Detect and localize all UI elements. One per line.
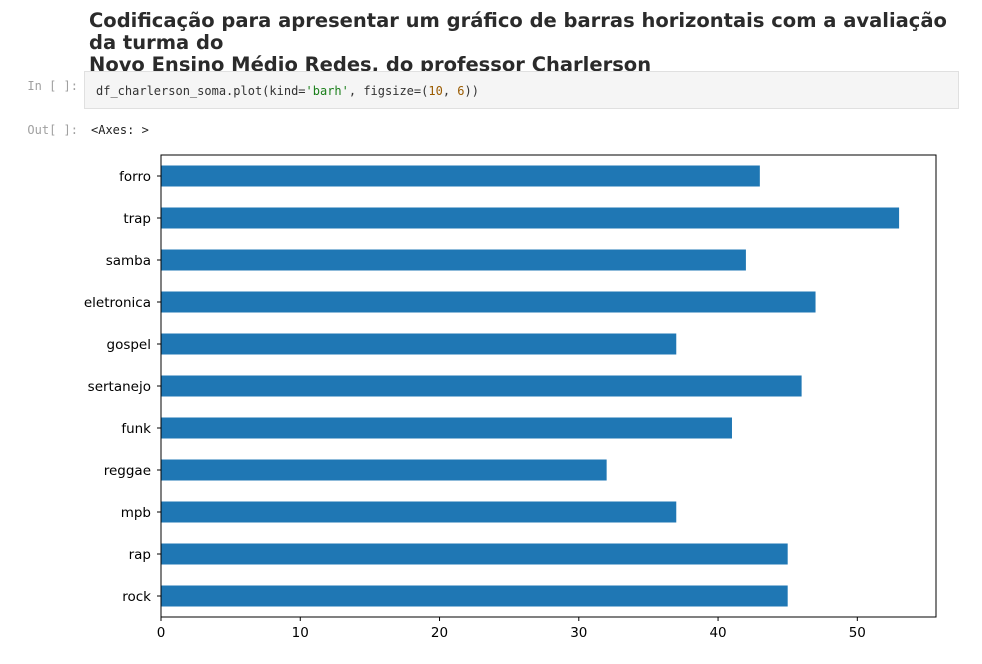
output-text: <Axes: > bbox=[91, 123, 149, 137]
y-tick-label-samba: samba bbox=[106, 253, 151, 269]
code-string-token: 'barh' bbox=[305, 84, 349, 98]
markdown-heading: Codificação para apresentar um gráfico d… bbox=[89, 10, 949, 76]
input-prompt: In [ ]: bbox=[27, 79, 78, 93]
y-tick-label-forro: forro bbox=[119, 169, 151, 185]
code-token: )) bbox=[464, 84, 479, 98]
output-prompt: Out[ ]: bbox=[27, 123, 78, 137]
y-tick-label-trap: trap bbox=[123, 211, 151, 227]
bar-samba bbox=[161, 249, 746, 271]
bar-reggae bbox=[161, 459, 607, 481]
y-tick-label-mpb: mpb bbox=[121, 505, 151, 521]
code-line[interactable]: df_charlerson_soma.plot(kind='barh', fig… bbox=[96, 84, 479, 98]
heading-line-1: Codificação para apresentar um gráfico d… bbox=[89, 9, 947, 54]
code-number-token: 10 bbox=[428, 84, 443, 98]
x-tick-label-50: 50 bbox=[849, 625, 866, 641]
y-tick-label-rap: rap bbox=[129, 547, 151, 563]
code-token: , figsize=( bbox=[348, 84, 429, 98]
code-number-token: 6 bbox=[457, 84, 465, 98]
y-tick-label-sertanejo: sertanejo bbox=[88, 379, 151, 395]
y-tick-label-eletronica: eletronica bbox=[84, 295, 151, 311]
x-tick-label-0: 0 bbox=[157, 625, 166, 641]
y-tick-label-reggae: reggae bbox=[104, 463, 151, 479]
code-cell-editor[interactable]: df_charlerson_soma.plot(kind='barh', fig… bbox=[84, 71, 959, 109]
bar-gospel bbox=[161, 333, 677, 355]
bar-eletronica bbox=[161, 291, 816, 313]
bar-sertanejo bbox=[161, 375, 802, 397]
bar-funk bbox=[161, 417, 732, 439]
x-tick-label-10: 10 bbox=[292, 625, 309, 641]
y-tick-label-funk: funk bbox=[121, 421, 151, 437]
y-tick-label-rock: rock bbox=[122, 589, 151, 605]
bar-forro bbox=[161, 165, 760, 187]
x-tick-label-40: 40 bbox=[709, 625, 726, 641]
plot-frame bbox=[160, 154, 937, 618]
bar-rap bbox=[161, 543, 788, 565]
bar-trap bbox=[161, 207, 900, 229]
heading-line-2: Novo Ensino Médio Redes, do professor Ch… bbox=[89, 53, 652, 76]
bar-mpb bbox=[161, 501, 677, 523]
code-token: df_charlerson_soma.plot(kind= bbox=[96, 84, 306, 98]
x-tick-label-30: 30 bbox=[570, 625, 587, 641]
y-tick-label-gospel: gospel bbox=[107, 337, 152, 353]
x-tick-label-20: 20 bbox=[431, 625, 448, 641]
bar-rock bbox=[161, 585, 788, 607]
code-token: , bbox=[442, 84, 458, 98]
